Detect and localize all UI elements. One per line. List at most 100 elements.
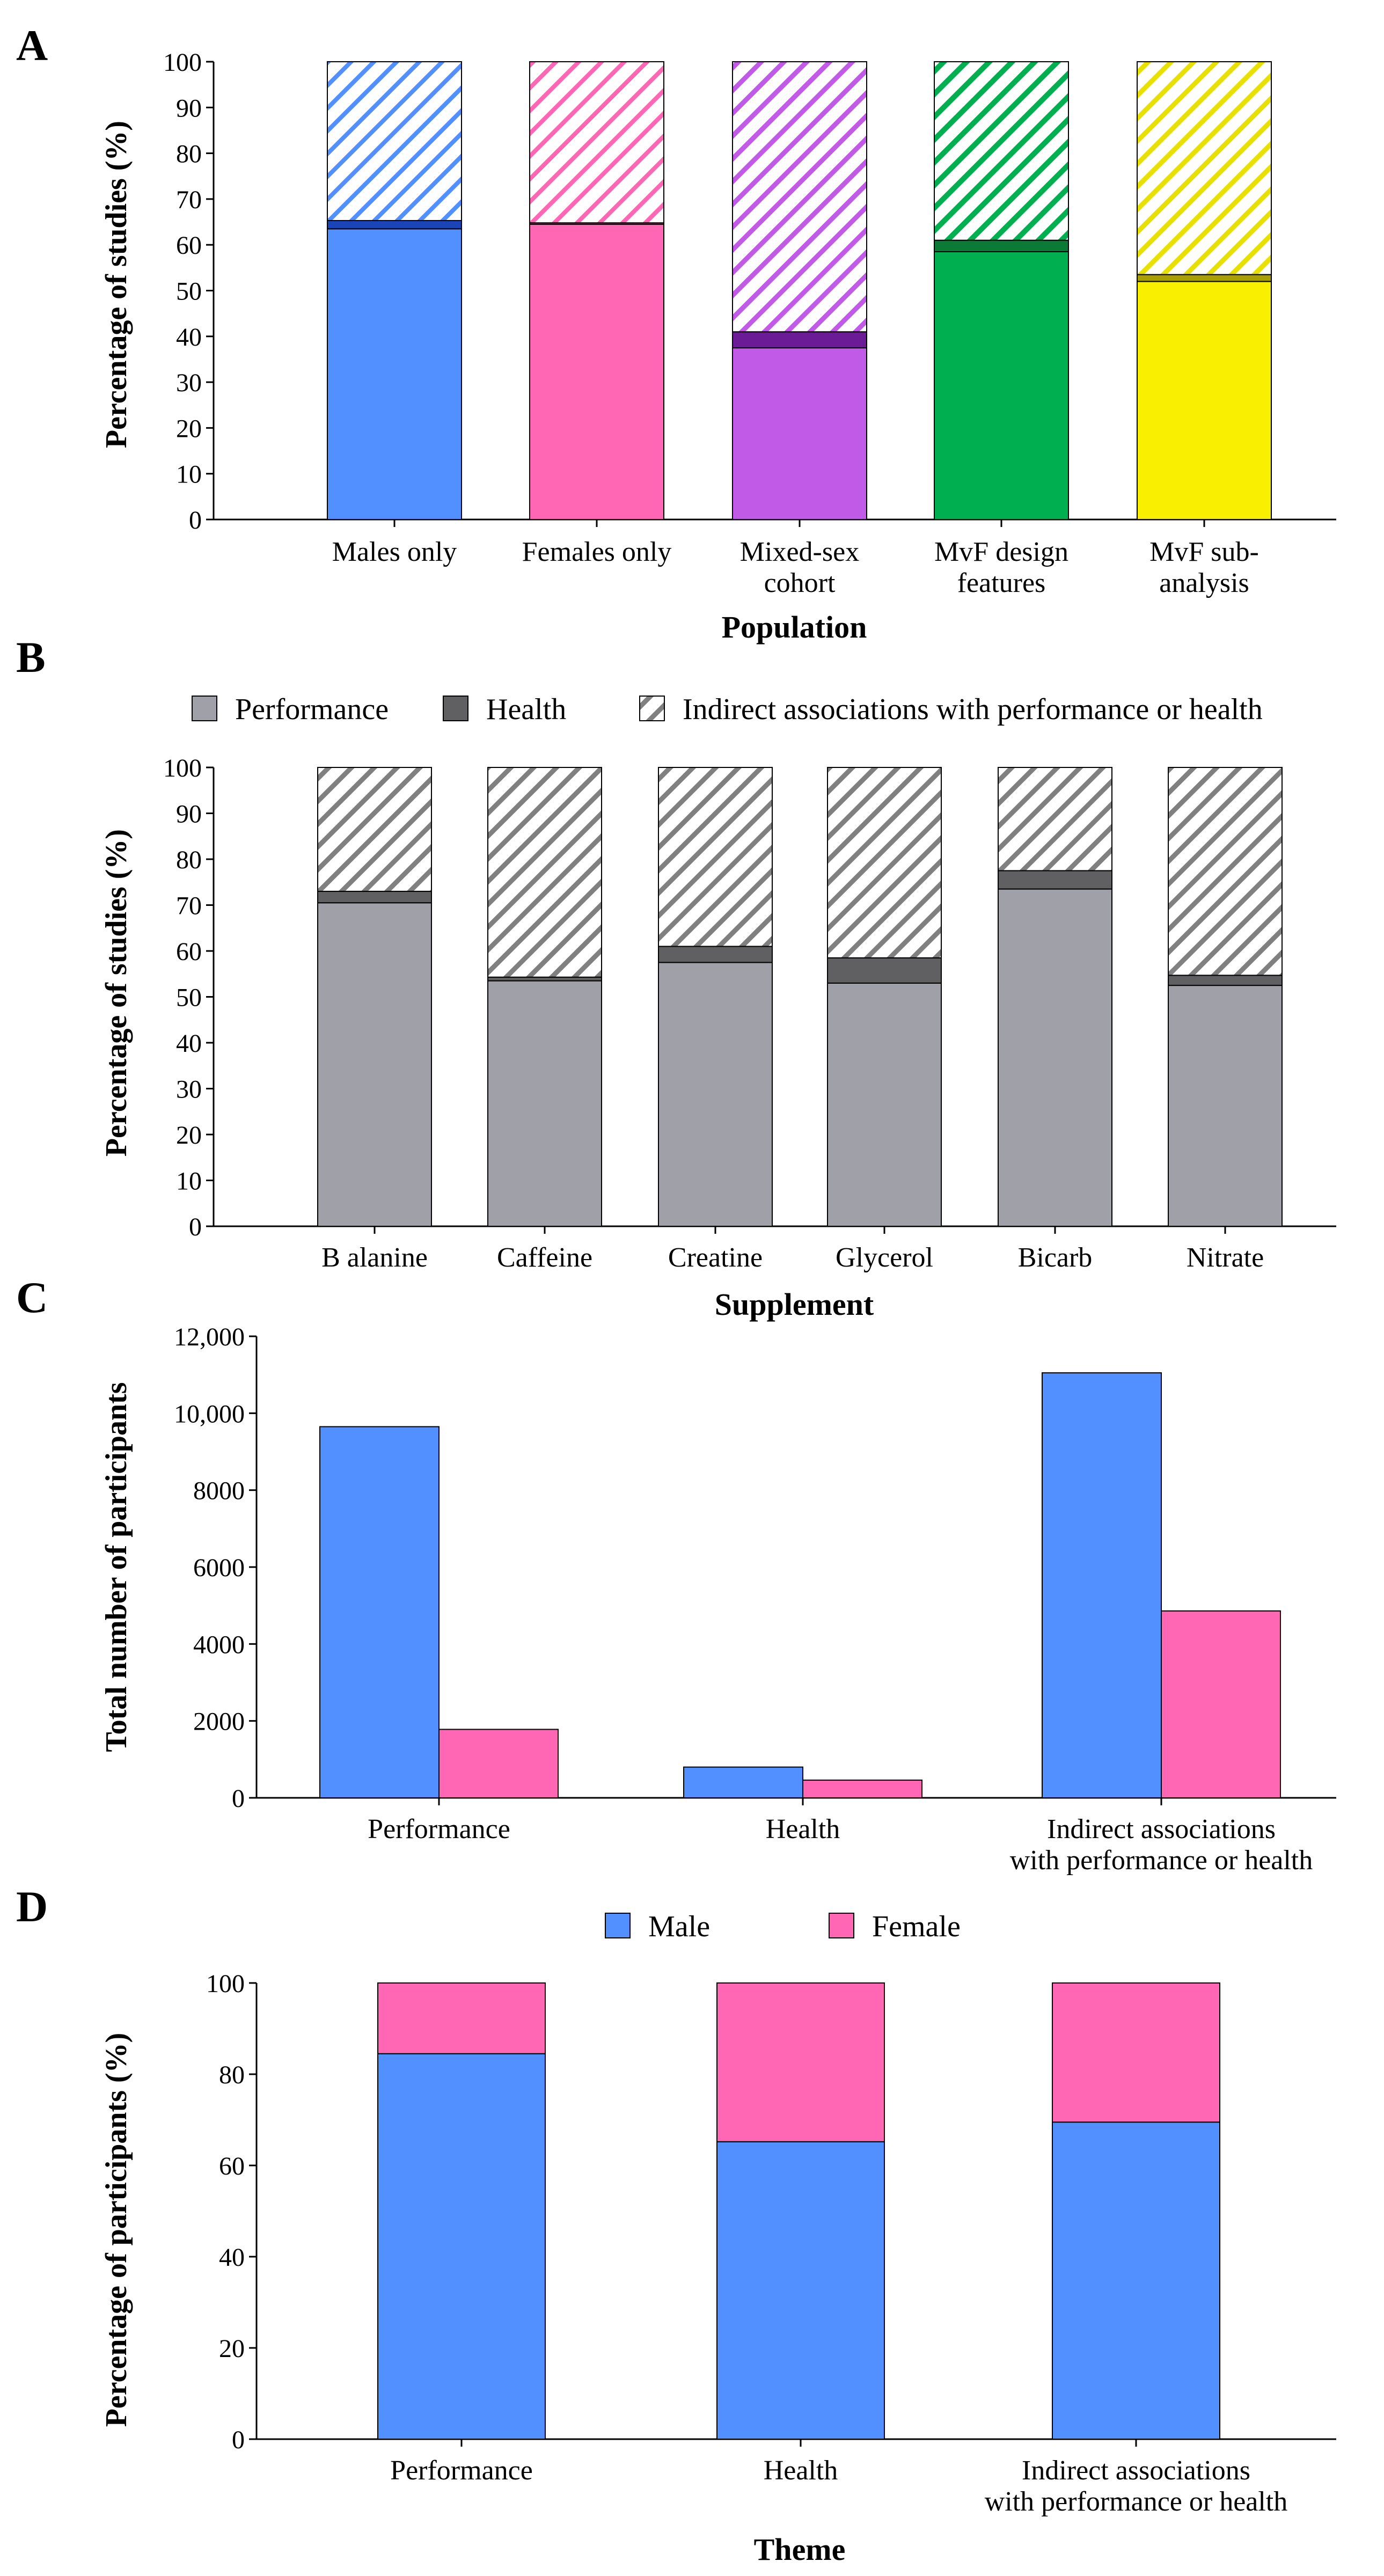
panel-c-x-tick-label: with performance or health [1010, 1845, 1313, 1876]
panel-c-y-tick-label: 0 [232, 1784, 245, 1813]
panel-b-bar-bicarb-performance [998, 888, 1112, 1227]
panel-a-y-axis-label: Percentage of studies (%) [100, 121, 133, 448]
panel-c-x-tick-label: Health [766, 1814, 840, 1845]
panel-a-bar-males-only-performance [327, 228, 462, 521]
panel-a-x-tick-label: Males only [332, 537, 457, 567]
panel-a-x-tick-label: MvF design [934, 537, 1068, 567]
panel-b-y-tick-label: 30 [176, 1075, 202, 1104]
panel-c-bar-health-female [802, 1780, 922, 1799]
panel-a-y-tick-label: 0 [189, 506, 202, 535]
panel-d-x-axis-label: Theme [754, 2532, 846, 2567]
panel-a-bar-males-only-health [327, 219, 462, 230]
panel-d-chart: Male Female Percentage of participants (… [100, 1910, 1336, 2567]
panel-b-bar-b-alanine-health [317, 890, 432, 904]
panel-b-y-axis-label: Percentage of studies (%) [100, 829, 133, 1157]
panel-a-x-tick-label: cohort [764, 568, 836, 598]
panel-c-y-tick-label: 6000 [193, 1554, 245, 1582]
panel-b-y-tick-label: 60 [176, 938, 202, 966]
panel-b-y-tick-label: 20 [176, 1121, 202, 1150]
legend-swatch-health [443, 696, 468, 721]
panel-a-bar-mvf-design-features-indirect-associations-with-performance-or-health [934, 61, 1069, 241]
panel-c-y-tick-label: 12,000 [174, 1323, 245, 1351]
panel-c-bar-performance-female [438, 1729, 559, 1799]
panel-b-bar-creatine-performance [658, 962, 773, 1227]
legend-swatch-performance [192, 696, 217, 721]
panel-d-y-tick-label: 20 [219, 2334, 245, 2363]
panel-c-y-tick-label: 2000 [193, 1708, 245, 1736]
panel-b-bar-b-alanine-indirect-associations-with-performance-or-health [317, 767, 432, 892]
panel-d-x-tick-label: Health [764, 2455, 838, 2486]
legend-label-health: Health [486, 693, 566, 726]
panel-a-y-tick-label: 90 [176, 94, 202, 122]
panel-d-bar-performance-female [377, 1982, 546, 2054]
panel-a-bar-females-only-performance [529, 223, 664, 520]
panel-b-bar-nitrate-indirect-associations-with-performance-or-health [1168, 767, 1283, 976]
panel-b-x-tick-label: B alanine [321, 1242, 428, 1273]
panel-a-y-tick-label: 30 [176, 369, 202, 397]
panel-b-y-tick-label: 0 [189, 1213, 202, 1241]
legend-label-female: Female [872, 1910, 961, 1943]
panel-d-bar-indirect-associations-with-performance-or-health-male [1052, 2121, 1220, 2440]
panel-a-bar-mixed-sex-cohort-performance [732, 347, 867, 520]
panel-a-y-tick-label: 40 [176, 323, 202, 352]
panel-d-y-tick-label: 80 [219, 2061, 245, 2089]
panel-b-x-tick-label: Glycerol [836, 1242, 933, 1273]
panel-letter-a: A [16, 21, 48, 70]
panel-b-legend: Performance Health Indirect associations… [192, 693, 1263, 726]
panel-letter-d: D [16, 1882, 48, 1931]
panel-b-chart: Performance Health Indirect associations… [100, 693, 1336, 1322]
panel-a-x-axis-label: Population [722, 610, 867, 645]
panel-c-y-tick-label: 4000 [193, 1630, 245, 1659]
panel-b-bar-creatine-indirect-associations-with-performance-or-health [658, 767, 773, 947]
panel-a-bar-mvf-design-features-health [934, 239, 1069, 252]
panel-d-y-tick-label: 40 [219, 2243, 245, 2272]
panel-b-x-tick-label: Caffeine [497, 1242, 592, 1273]
panel-d-bar-health-female [716, 1982, 885, 2142]
panel-b-x-tick-label: Nitrate [1187, 1242, 1264, 1273]
panel-a-x-tick-label: Females only [522, 537, 672, 567]
panel-a-bar-mixed-sex-cohort-indirect-associations-with-performance-or-health [732, 61, 867, 333]
panel-d-x-tick-label: Indirect associations [1022, 2455, 1250, 2486]
panel-b-bar-nitrate-health [1168, 975, 1283, 986]
panel-a-y-tick-label: 100 [163, 48, 202, 77]
panel-c-bar-indirect-associations-with-performance-or-health-female [1161, 1610, 1281, 1798]
panel-letter-b: B [16, 633, 46, 682]
panel-d-bar-indirect-associations-with-performance-or-health-female [1052, 1982, 1220, 2123]
panel-a-x-tick-label: features [957, 568, 1046, 598]
panel-c-y-tick-label: 8000 [193, 1477, 245, 1505]
panel-b-bar-b-alanine-performance [317, 902, 432, 1227]
panel-d-bar-performance-male [377, 2053, 546, 2440]
panel-letter-c: C [16, 1273, 48, 1322]
panel-d-y-axis-label: Percentage of participants (%) [100, 2033, 133, 2427]
panel-a-bar-mvf-sub-analysis-performance [1137, 281, 1272, 520]
panel-c-bar-health-male [683, 1766, 803, 1799]
panel-b-bar-glycerol-performance [827, 982, 942, 1227]
panel-c-chart: Total number of participants 0 2000 4000 60… [100, 1323, 1336, 1876]
panel-d-y-tick-label: 60 [219, 2152, 245, 2180]
panel-c-bar-indirect-associations-with-performance-or-health-male [1042, 1372, 1162, 1798]
panel-b-x-axis-label: Supplement [715, 1287, 874, 1322]
panel-d-bar-health-male [716, 2141, 885, 2440]
panel-a-y-tick-label: 10 [176, 460, 202, 489]
panel-a-bar-mvf-sub-analysis-indirect-associations-with-performance-or-health [1137, 61, 1272, 275]
panel-b-bar-nitrate-performance [1168, 985, 1283, 1227]
panel-d-y-tick-label: 0 [232, 2426, 245, 2454]
panel-a-y-tick-label: 80 [176, 140, 202, 169]
panel-c-bar-performance-male [319, 1426, 440, 1799]
panel-a-bar-mvf-design-features-performance [934, 251, 1069, 520]
panel-a-y-tick-label: 60 [176, 231, 202, 260]
panel-c-y-axis-label: Total number of participants [100, 1382, 133, 1752]
panel-a-bar-mixed-sex-cohort-health [732, 331, 867, 349]
panel-a-y-tick-label: 70 [176, 186, 202, 214]
panel-c-y-tick-label: 10,000 [174, 1400, 245, 1428]
panel-a-x-tick-label: Mixed-sex [740, 537, 859, 567]
legend-label-male: Male [648, 1910, 710, 1943]
panel-b-bar-bicarb-indirect-associations-with-performance-or-health [998, 767, 1112, 872]
legend-swatch-male [605, 1913, 631, 1938]
panel-b-x-tick-label: Creatine [668, 1242, 763, 1273]
legend-swatch-indirect [639, 696, 665, 721]
panel-c-x-tick-label: Performance [368, 1814, 510, 1845]
panel-b-y-tick-label: 50 [176, 984, 202, 1012]
panel-a-y-tick-label: 20 [176, 414, 202, 443]
